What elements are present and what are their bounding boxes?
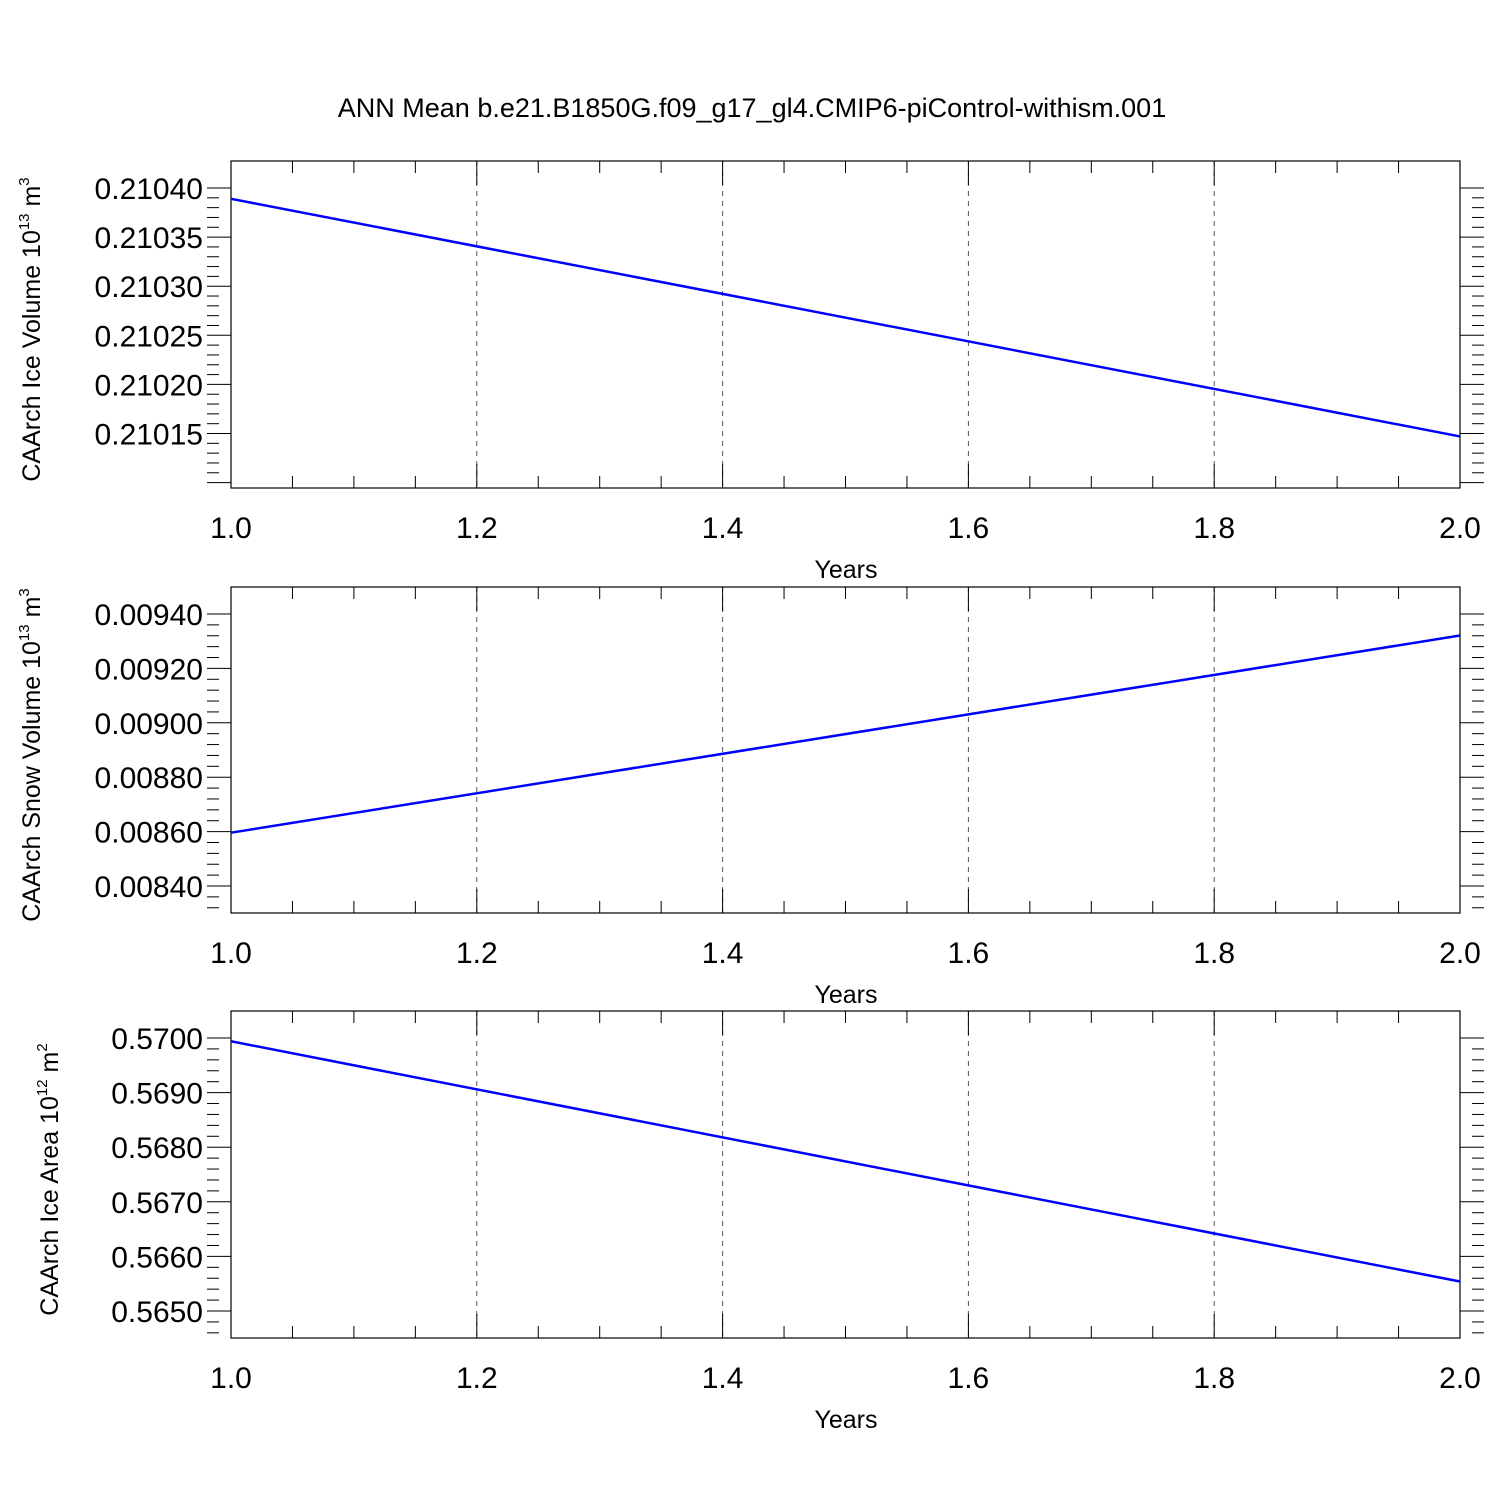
y-axis-label: CAArch Snow Volume 1013 m3 — [16, 588, 46, 922]
y-tick-label: 0.00920 — [95, 653, 203, 686]
y-tick-label: 0.5690 — [111, 1078, 203, 1111]
y-axis-label-superscript: 13 — [16, 213, 33, 230]
x-tick-label: 1.4 — [702, 937, 744, 970]
y-tick-label: 0.00840 — [95, 871, 203, 904]
y-tick-label: 0.00940 — [95, 599, 203, 632]
chart-title: ANN Mean b.e21.B1850G.f09_g17_gl4.CMIP6-… — [338, 93, 1166, 123]
y-tick-label: 0.00860 — [95, 817, 203, 850]
plot-frame — [230, 160, 1461, 489]
y-tick-label: 0.5660 — [111, 1241, 203, 1274]
y-tick-label: 0.5700 — [111, 1023, 203, 1056]
y-tick-label: 0.5680 — [111, 1132, 203, 1165]
y-tick-label: 0.21030 — [95, 271, 203, 304]
x-tick-label: 1.8 — [1193, 937, 1235, 970]
y-axis-label-text: CAArch Ice Area 10 — [36, 1096, 64, 1316]
y-tick-label: 0.00900 — [95, 708, 203, 741]
x-axis-label: Years — [814, 981, 877, 1009]
y-tick-label: 0.21025 — [95, 320, 203, 353]
x-tick-label: 1.6 — [948, 937, 990, 970]
x-tick-label: 2.0 — [1439, 937, 1481, 970]
y-axis-label-text: CAArch Ice Volume 10 — [18, 230, 46, 482]
y-axis-label-text: CAArch Snow Volume 10 — [18, 641, 46, 922]
y-tick-label: 0.5670 — [111, 1187, 203, 1220]
y-tick-label: 0.21035 — [95, 222, 203, 255]
y-tick-label: 0.21020 — [95, 369, 203, 402]
y-axis-label: CAArch Ice Area 1012 m2 — [34, 1043, 64, 1315]
x-axis-label: Years — [814, 1406, 877, 1434]
x-tick-label: 1.2 — [456, 937, 498, 970]
x-axis-label: Years — [814, 556, 877, 584]
panel-1: 1.0 1.2 1.4 1.6 1.8 2.0 0.21015 0.21020 0.21025 0… — [16, 160, 1484, 584]
x-tick-label: 2.0 — [1439, 512, 1481, 545]
x-tick-label: 1.6 — [948, 512, 990, 545]
x-tick-label: 1.8 — [1193, 512, 1235, 545]
x-tick-label: 1.0 — [210, 937, 252, 970]
data-series-line — [230, 634, 1461, 834]
x-tick-label: 1.0 — [210, 1362, 252, 1395]
x-tick-label: 1.0 — [210, 512, 252, 545]
y-axis-label-superscript: 13 — [16, 624, 33, 641]
panels: 1.0 1.2 1.4 1.6 1.8 2.0 0.21015 0.21020 0.21025 0… — [16, 160, 1484, 1434]
y-axis-label: CAArch Ice Volume 1013 m3 — [16, 177, 46, 481]
panel-3: 1.0 1.2 1.4 1.6 1.8 2.0 0.5650 0.5660 0.5670 0.56… — [34, 1010, 1484, 1434]
plot-frame — [230, 1010, 1461, 1339]
y-axis-label-superscript: 2 — [34, 1043, 51, 1051]
y-axis-label-superscript: 3 — [16, 177, 33, 185]
y-axis-label-text: m — [18, 597, 46, 625]
y-tick-label: 0.00880 — [95, 762, 203, 795]
data-series-line — [230, 197, 1461, 438]
x-tick-label: 1.6 — [948, 1362, 990, 1395]
x-tick-label: 1.2 — [456, 1362, 498, 1395]
y-axis-label-superscript: 3 — [16, 588, 33, 596]
x-tick-label: 1.4 — [702, 1362, 744, 1395]
plot-frame — [230, 586, 1461, 914]
y-tick-label: 0.21040 — [95, 173, 203, 206]
y-axis-label-text: m — [36, 1052, 64, 1080]
panel-2: 1.0 1.2 1.4 1.6 1.8 2.0 0.00840 0.00860 0.00880 0… — [16, 586, 1484, 1009]
x-tick-label: 1.2 — [456, 512, 498, 545]
y-axis-label-text: m — [18, 186, 46, 214]
x-tick-label: 1.4 — [702, 512, 744, 545]
x-tick-label: 1.8 — [1193, 1362, 1235, 1395]
y-tick-label: 0.5650 — [111, 1296, 203, 1329]
x-tick-label: 2.0 — [1439, 1362, 1481, 1395]
y-tick-label: 0.21015 — [95, 419, 203, 452]
data-series-line — [230, 1040, 1461, 1283]
y-axis-label-superscript: 12 — [34, 1079, 51, 1096]
